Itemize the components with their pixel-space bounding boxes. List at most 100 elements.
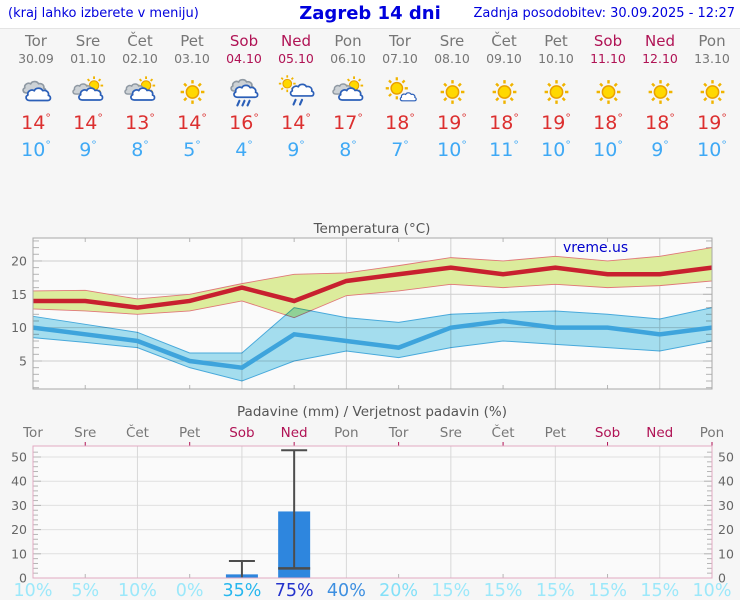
temp-low: 8°	[131, 138, 149, 161]
probability-labels: 10% 5% 10% 0% 35% 75% 40% 20% 15% 15% 15% 15% 15% 10%	[14, 581, 732, 600]
day-column: Čet 02.10 13° 8°	[114, 32, 166, 163]
precip-day-label: Pon	[700, 425, 724, 441]
day-name: Tor	[389, 32, 411, 50]
precip-day-label: Čet	[126, 423, 149, 441]
day-date: 08.10	[434, 51, 470, 66]
day-name: Sre	[75, 32, 101, 50]
forecast-day-strip: Tor 30.09 14° 10° Sre 01.10 14° 9° Čet 02.10 13° 8°…	[10, 32, 738, 163]
svg-text:15: 15	[11, 287, 27, 302]
temp-high: 19°	[697, 111, 727, 134]
precipitation-chart: Padavine (mm) / Verjetnost padavin (%) To…	[11, 404, 734, 600]
temp-high: 19°	[541, 111, 571, 134]
temp-low: 10°	[437, 138, 467, 161]
sunny-icon	[174, 75, 211, 109]
day-date: 02.10	[122, 51, 158, 66]
probability-label: 15%	[640, 581, 679, 600]
partly-cloudy-icon	[122, 75, 159, 109]
day-date: 11.10	[590, 51, 626, 66]
day-date: 12.10	[642, 51, 678, 66]
day-name: Pon	[698, 32, 726, 50]
probability-label: 10%	[118, 581, 157, 600]
probability-label: 10%	[693, 581, 732, 600]
precip-day-label: Sob	[595, 425, 620, 441]
svg-text:50: 50	[11, 450, 27, 465]
day-name: Čet	[491, 32, 517, 50]
probability-label: 75%	[275, 581, 314, 600]
day-column: Sre 08.10 19° 10°	[426, 32, 478, 163]
temp-low: 9°	[651, 138, 669, 161]
day-name: Sob	[229, 32, 259, 50]
day-column: Sob 04.10 16° 4°	[218, 32, 270, 163]
mostly-sunny-icon	[382, 75, 419, 109]
svg-text:10: 10	[11, 320, 27, 335]
partly-cloudy-icon	[330, 75, 367, 109]
temp-low: 11°	[489, 138, 519, 161]
precip-day-label: Čet	[492, 423, 515, 441]
day-name: Ned	[645, 32, 675, 50]
svg-text:10: 10	[11, 546, 27, 561]
day-date: 07.10	[382, 51, 418, 66]
day-column: Sre 01.10 14° 9°	[62, 32, 114, 163]
temp-high: 14°	[177, 111, 207, 134]
day-column: Pet 03.10 14° 5°	[166, 32, 218, 163]
temp-low: 9°	[79, 138, 97, 161]
precip-day-label: Tor	[388, 425, 409, 441]
temp-low: 4°	[235, 138, 253, 161]
svg-text:30: 30	[11, 498, 27, 513]
probability-label: 5%	[71, 581, 99, 600]
sunny-icon	[590, 75, 627, 109]
day-date: 09.10	[486, 51, 522, 66]
temperature-chart-title: Temperatura (°C)	[313, 221, 431, 237]
day-name: Sre	[439, 32, 465, 50]
grid	[33, 446, 712, 578]
sunny-icon	[694, 75, 731, 109]
temp-max-line	[33, 265, 713, 310]
temp-low: 7°	[391, 138, 409, 161]
watermark-link[interactable]: vreme.us	[563, 240, 628, 256]
probability-label: 35%	[222, 581, 261, 600]
svg-text:20: 20	[11, 253, 27, 268]
day-column: Pon 06.10 17° 8°	[322, 32, 374, 163]
rain-icon	[226, 75, 263, 109]
sunny-icon	[642, 75, 679, 109]
temp-high: 19°	[437, 111, 467, 134]
temp-high: 13°	[125, 111, 155, 134]
temp-high: 16°	[229, 111, 259, 134]
probability-label: 0%	[176, 581, 204, 600]
svg-text:40: 40	[11, 474, 27, 489]
precip-day-label: Tor	[22, 425, 43, 441]
temp-high: 14°	[281, 111, 311, 134]
day-name: Tor	[25, 32, 47, 50]
probability-label: 15%	[588, 581, 627, 600]
temp-low: 8°	[339, 138, 357, 161]
location-menu-hint: (kraj lahko izberete v meniju)	[8, 6, 199, 21]
day-name: Čet	[127, 32, 153, 50]
day-date: 13.10	[694, 51, 730, 66]
header-bar: (kraj lahko izberete v meniju) Zagreb 14…	[0, 0, 740, 29]
day-column: Čet 09.10 18° 11°	[478, 32, 530, 163]
last-updated: Zadnja posodobitev: 30.09.2025 - 12:27	[473, 6, 735, 21]
svg-text:20: 20	[718, 522, 734, 537]
day-name: Sob	[593, 32, 623, 50]
day-column: Sob 11.10 18° 10°	[582, 32, 634, 163]
day-name: Ned	[281, 32, 311, 50]
temp-low: 5°	[183, 138, 201, 161]
probability-label: 15%	[431, 581, 470, 600]
temp-high: 18°	[645, 111, 675, 134]
temperature-chart: 5 10 15 20 Temperatura (°C) vreme.us	[11, 221, 713, 390]
temp-high: 18°	[489, 111, 519, 134]
temp-low: 10°	[541, 138, 571, 161]
svg-text:30: 30	[718, 498, 734, 513]
day-date: 04.10	[226, 51, 262, 66]
sun-rain-icon	[278, 75, 315, 109]
day-column: Ned 05.10 14° 9°	[270, 32, 322, 163]
probability-label: 15%	[536, 581, 575, 600]
svg-text:50: 50	[718, 450, 734, 465]
svg-text:0: 0	[718, 571, 726, 586]
precip-day-label: Sre	[74, 425, 96, 441]
cloudy-icon	[18, 75, 55, 109]
temp-low: 9°	[287, 138, 305, 161]
temp-low: 10°	[697, 138, 727, 161]
sunny-icon	[538, 75, 575, 109]
